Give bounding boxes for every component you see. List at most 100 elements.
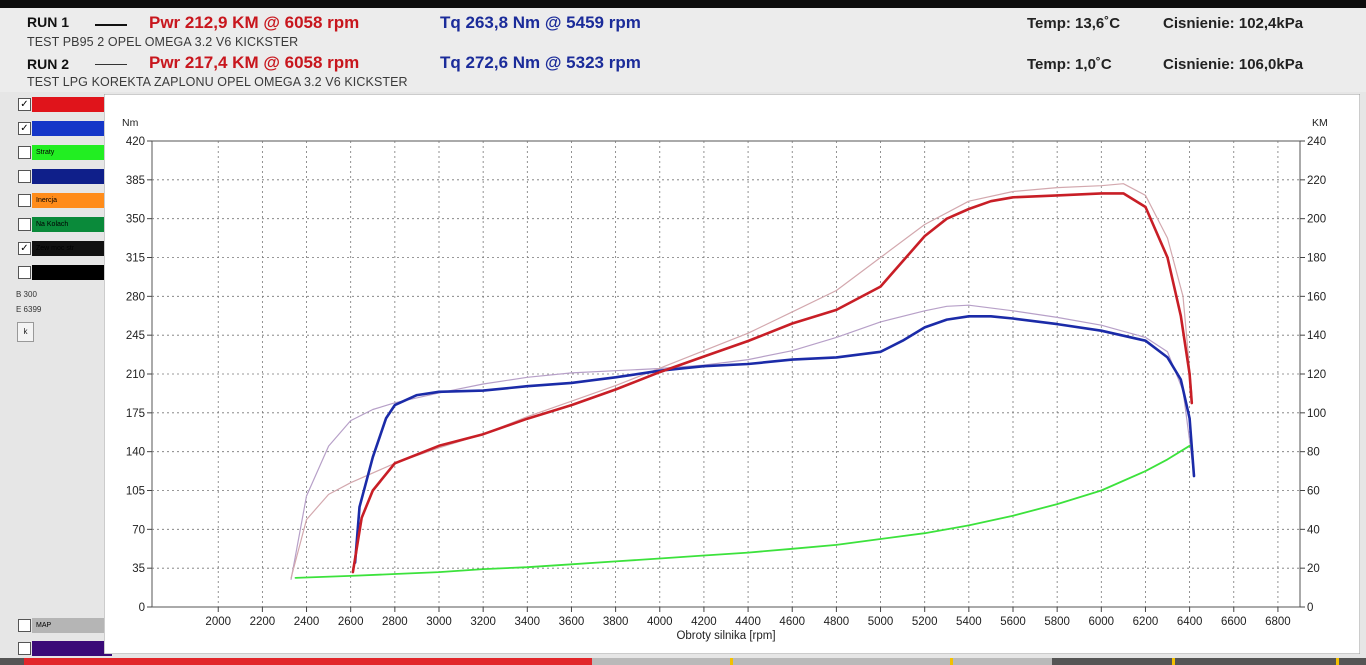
y-tick-label-left: 140 (126, 447, 145, 459)
info-b: B 300 (16, 290, 37, 299)
y-tick-label-right: 60 (1307, 486, 1320, 498)
x-tick-label: 5600 (1000, 616, 1026, 628)
run-2-pressure: Cisnienie: 106,0kPa (1163, 56, 1304, 73)
legend-checkbox[interactable] (18, 170, 31, 183)
y-tick-label-left: 280 (126, 291, 145, 303)
run-2-temp: Temp: 1,0˚C (1027, 56, 1112, 73)
series-line-3 (351, 192, 1194, 574)
legend-item[interactable]: Na Kolach (16, 216, 112, 234)
run-2-line-sample (95, 64, 127, 65)
y-tick-label-left: 175 (126, 408, 145, 420)
marker (950, 658, 953, 665)
y-tick-label-right: 100 (1307, 408, 1326, 420)
legend-checkbox[interactable] (18, 218, 31, 231)
progress-buffer (592, 658, 1052, 665)
info-e: E 6399 (16, 305, 42, 314)
run-1-power: Pwr 212,9 KM @ 6058 rpm (149, 13, 360, 32)
legend-swatch: Inercja (32, 193, 112, 208)
marker (730, 658, 733, 665)
x-tick-label: 6200 (1133, 616, 1159, 628)
run-1-label: RUN 1 (27, 14, 70, 30)
legend-item[interactable]: ✓ Zew moc str (16, 240, 112, 258)
legend-checkbox[interactable] (18, 266, 31, 279)
x-tick-label: 2800 (382, 616, 408, 628)
x-tick-label: 3400 (515, 616, 541, 628)
x-tick-label: 4800 (824, 616, 850, 628)
x-tick-label: 5800 (1044, 616, 1070, 628)
legend-checkbox[interactable] (18, 619, 31, 632)
marker (1172, 658, 1175, 665)
y-tick-label-left: 210 (126, 369, 145, 381)
y-tick-label-left: 105 (126, 486, 145, 498)
y-axis-label-left: Nm (122, 117, 139, 129)
x-tick-label: 3800 (603, 616, 629, 628)
legend-checkbox[interactable] (18, 146, 31, 159)
legend-checkbox[interactable]: ✓ (18, 242, 31, 255)
y-tick-label-right: 220 (1307, 175, 1326, 187)
x-tick-label: 6000 (1089, 616, 1115, 628)
legend-item[interactable]: Inercja (16, 192, 112, 210)
y-tick-label-right: 80 (1307, 447, 1320, 459)
x-tick-label: 6600 (1221, 616, 1247, 628)
run-1-torque: Tq 263,8 Nm @ 5459 rpm (440, 13, 641, 32)
legend-item[interactable] (16, 168, 112, 186)
progress-fill (24, 658, 592, 665)
y-tick-label-left: 0 (139, 602, 145, 614)
legend-item[interactable] (16, 264, 112, 282)
bottom-legend-item[interactable]: MAP (16, 617, 112, 635)
x-tick-label: 5200 (912, 616, 938, 628)
y-tick-label-right: 200 (1307, 214, 1326, 226)
y-tick-label-right: 140 (1307, 330, 1326, 342)
y-tick-label-right: 240 (1307, 136, 1326, 148)
y-tick-label-left: 420 (126, 136, 145, 148)
marker (1336, 658, 1339, 665)
y-tick-label-left: 315 (126, 253, 145, 265)
legend-swatch: Zew moc str (32, 241, 112, 256)
x-tick-label: 4600 (779, 616, 805, 628)
k-button[interactable]: k (17, 322, 34, 342)
y-tick-label-right: 120 (1307, 369, 1326, 381)
legend-checkbox[interactable]: ✓ (18, 98, 31, 111)
run-1-line-sample (95, 24, 127, 26)
legend-item[interactable]: ✓ (16, 96, 112, 114)
y-axis-label-right: KM (1312, 117, 1328, 129)
x-tick-label: 4200 (691, 616, 717, 628)
x-tick-label: 3200 (470, 616, 496, 628)
y-tick-label-right: 40 (1307, 524, 1320, 536)
legend-swatch: Na Kolach (32, 217, 112, 232)
legend-item[interactable]: ✓ (16, 120, 112, 138)
x-tick-label: 6800 (1265, 616, 1291, 628)
legend-checkbox[interactable]: ✓ (18, 122, 31, 135)
legend-swatch (32, 121, 112, 136)
bottom-legend-item[interactable] (16, 640, 112, 658)
legend-swatch (32, 97, 112, 112)
run-2-power: Pwr 217,4 KM @ 6058 rpm (149, 53, 360, 72)
x-axis-label: Obroty silnika [rpm] (676, 630, 775, 642)
legend-swatch (32, 265, 112, 280)
run-2-label: RUN 2 (27, 56, 70, 72)
series-line-0 (290, 304, 1195, 580)
y-tick-label-left: 385 (126, 175, 145, 187)
run-header: RUN 1 Pwr 212,9 KM @ 6058 rpm Tq 263,8 N… (0, 8, 1366, 92)
legend-swatch (32, 169, 112, 184)
x-tick-label: 3600 (559, 616, 585, 628)
legend-checkbox[interactable] (18, 194, 31, 207)
x-tick-label: 5400 (956, 616, 982, 628)
bottom-bar (0, 658, 1366, 665)
x-tick-label: 2600 (338, 616, 364, 628)
legend-checkbox[interactable] (18, 642, 31, 655)
y-tick-label-left: 35 (132, 563, 145, 575)
legend-swatch: MAP (32, 618, 112, 633)
legend-item[interactable]: Straty (16, 144, 112, 162)
run-1-description: TEST PB95 2 OPEL OMEGA 3.2 V6 KICKSTER (27, 35, 299, 49)
run-2-description: TEST LPG KOREKTA ZAPLONU OPEL OMEGA 3.2 … (27, 75, 408, 89)
legend-swatch: Straty (32, 145, 112, 160)
y-tick-label-right: 180 (1307, 253, 1326, 265)
y-tick-label-right: 160 (1307, 291, 1326, 303)
series-line-2 (353, 315, 1196, 564)
y-tick-label-left: 70 (132, 524, 145, 536)
x-tick-label: 2000 (205, 616, 231, 628)
y-tick-label-right: 20 (1307, 563, 1320, 575)
x-tick-label: 3000 (426, 616, 452, 628)
run-1-pressure: Cisnienie: 102,4kPa (1163, 15, 1304, 32)
